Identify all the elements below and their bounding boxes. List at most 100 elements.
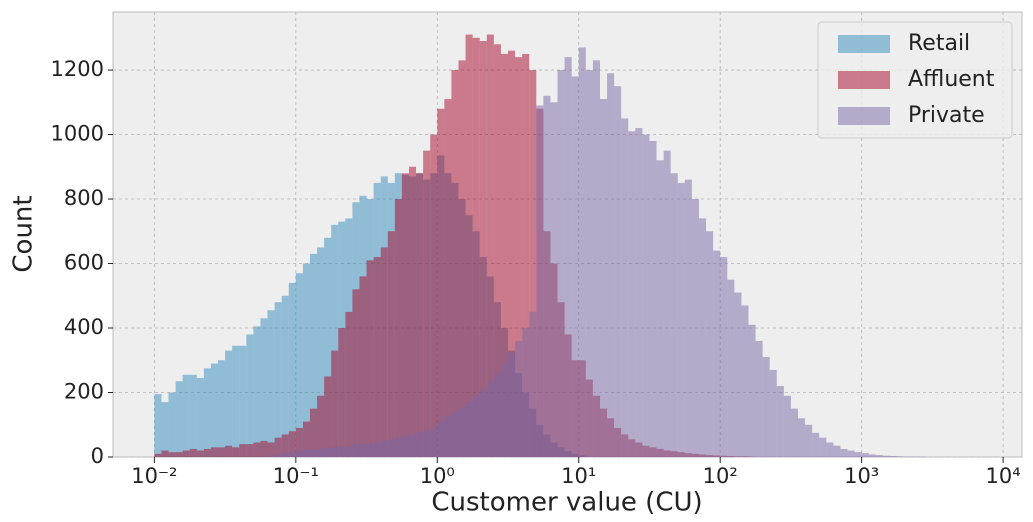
x-tick-label: 10⁴ bbox=[986, 464, 1021, 488]
histogram-bar bbox=[309, 408, 318, 457]
histogram-bar bbox=[543, 95, 551, 457]
histogram-bar bbox=[401, 436, 409, 457]
legend-swatch bbox=[838, 71, 890, 89]
histogram-bar bbox=[550, 102, 558, 457]
histogram-bar bbox=[210, 363, 219, 457]
histogram-bar bbox=[515, 340, 523, 457]
histogram-bar bbox=[317, 247, 325, 457]
histogram-bar bbox=[430, 134, 438, 457]
histogram-bar bbox=[281, 453, 289, 457]
histogram-bar bbox=[218, 360, 226, 457]
histogram-bar bbox=[649, 140, 657, 457]
histogram-bar bbox=[331, 350, 339, 457]
histogram-bar bbox=[182, 374, 190, 457]
histogram-bar bbox=[267, 310, 275, 457]
x-tick-label: 10² bbox=[703, 464, 738, 488]
histogram-bar bbox=[380, 440, 388, 457]
histogram-bar bbox=[239, 444, 247, 457]
histogram-bar bbox=[790, 408, 798, 457]
histogram-bar bbox=[331, 447, 339, 457]
histogram-bar bbox=[889, 456, 898, 457]
histogram-bar bbox=[635, 128, 643, 457]
histogram-bar bbox=[451, 70, 459, 457]
histogram-bar bbox=[444, 416, 452, 457]
histogram-bar bbox=[274, 454, 282, 457]
histogram-bar bbox=[373, 442, 381, 457]
histogram-bar bbox=[331, 224, 339, 457]
histogram-bar bbox=[189, 448, 197, 457]
histogram-bar bbox=[175, 381, 183, 457]
histogram-bar bbox=[444, 99, 452, 457]
histogram-bar bbox=[161, 450, 169, 457]
histogram-bar bbox=[599, 99, 608, 457]
histogram-bar bbox=[267, 442, 275, 457]
histogram-bar bbox=[239, 345, 247, 457]
histogram-bar bbox=[508, 353, 516, 457]
histogram-bar bbox=[387, 231, 395, 457]
histogram-bar bbox=[324, 447, 332, 457]
y-tick-label: 800 bbox=[64, 186, 104, 210]
histogram-bar bbox=[288, 452, 296, 457]
histogram-bar bbox=[607, 73, 615, 457]
histogram-bar bbox=[366, 443, 374, 457]
histogram-bar bbox=[522, 328, 530, 457]
legend-swatch bbox=[838, 35, 890, 53]
histogram-bar bbox=[819, 437, 827, 457]
y-tick-label: 600 bbox=[64, 251, 104, 275]
histogram-bar bbox=[295, 273, 303, 457]
histogram-bar bbox=[486, 34, 494, 458]
histogram-bar bbox=[423, 150, 431, 457]
histogram-bar bbox=[218, 447, 226, 457]
histogram-bar bbox=[345, 311, 353, 457]
histogram-bar bbox=[578, 47, 586, 458]
histogram-bar bbox=[508, 50, 516, 458]
histogram-bar bbox=[281, 434, 289, 457]
histogram-bar bbox=[571, 76, 579, 458]
histogram-bar bbox=[720, 257, 728, 457]
histogram-bar bbox=[338, 328, 346, 457]
histogram-bar bbox=[677, 182, 685, 457]
y-tick-label: 400 bbox=[64, 315, 104, 339]
y-tick-label: 1200 bbox=[51, 57, 104, 81]
histogram-bar bbox=[536, 105, 544, 457]
histogram-bar bbox=[168, 452, 176, 457]
histogram-bar bbox=[805, 424, 813, 457]
histogram-bar bbox=[225, 445, 233, 457]
histogram-bar bbox=[154, 453, 162, 457]
legend-label: Retail bbox=[908, 31, 970, 56]
histogram-bar bbox=[628, 131, 636, 458]
histogram-bar bbox=[416, 173, 424, 458]
histogram-bar bbox=[691, 199, 699, 457]
histogram-bar bbox=[267, 455, 275, 457]
x-tick-label: 10⁰ bbox=[420, 464, 455, 488]
histogram-bar bbox=[394, 437, 402, 457]
histogram-bar bbox=[762, 357, 770, 457]
histogram-bar bbox=[522, 53, 530, 457]
histogram-bar bbox=[755, 340, 763, 457]
x-axis-label: Customer value (CU) bbox=[431, 488, 702, 518]
histogram-bar bbox=[317, 448, 325, 457]
histogram-bar bbox=[196, 450, 204, 457]
histogram-bar bbox=[416, 432, 424, 457]
histogram-bar bbox=[345, 445, 353, 457]
histogram-bar bbox=[288, 282, 296, 457]
histogram-bar bbox=[472, 37, 480, 458]
x-tick-label: 10¹ bbox=[561, 464, 596, 488]
histogram-bar bbox=[486, 381, 494, 457]
histogram-bar bbox=[621, 118, 629, 458]
histogram-bar bbox=[882, 455, 890, 457]
histogram-bar bbox=[776, 386, 784, 457]
y-tick-label: 200 bbox=[64, 380, 104, 404]
histogram-bar bbox=[274, 302, 282, 457]
histogram-bar bbox=[253, 326, 261, 457]
histogram-bar bbox=[812, 432, 820, 457]
histogram-bar bbox=[642, 134, 650, 457]
histogram-bar bbox=[769, 369, 777, 457]
histogram-bar bbox=[302, 421, 310, 457]
y-tick-label: 0 bbox=[91, 444, 104, 468]
histogram-bar bbox=[706, 231, 714, 457]
histogram-bar bbox=[493, 373, 501, 457]
histogram-bar bbox=[797, 418, 806, 457]
histogram-bar bbox=[861, 453, 869, 457]
